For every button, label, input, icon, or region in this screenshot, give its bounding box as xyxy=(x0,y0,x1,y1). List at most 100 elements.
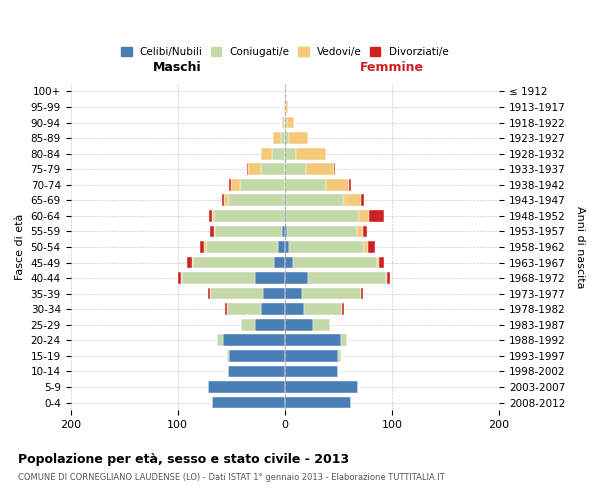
Bar xyxy=(240,179,285,190)
Bar xyxy=(208,381,285,393)
Bar xyxy=(285,288,302,300)
Legend: Celibi/Nubili, Coniugati/e, Vedovi/e, Divorziati/e: Celibi/Nubili, Coniugati/e, Vedovi/e, Di… xyxy=(117,43,452,62)
Bar xyxy=(379,256,385,268)
Bar xyxy=(263,288,285,300)
Bar xyxy=(255,272,285,284)
Bar xyxy=(361,288,363,300)
Bar xyxy=(308,272,386,284)
Bar xyxy=(191,256,193,268)
Bar xyxy=(229,179,231,190)
Bar xyxy=(285,226,287,237)
Bar xyxy=(284,116,285,128)
Bar xyxy=(285,164,306,175)
Bar xyxy=(261,148,272,160)
Bar xyxy=(356,226,363,237)
Bar xyxy=(205,241,206,253)
Bar xyxy=(215,226,281,237)
Bar xyxy=(227,304,261,315)
Y-axis label: Anni di nascita: Anni di nascita xyxy=(575,206,585,288)
Bar xyxy=(208,288,210,300)
Bar xyxy=(228,194,284,206)
Bar xyxy=(296,148,326,160)
Bar xyxy=(370,210,385,222)
Bar xyxy=(349,179,351,190)
Bar xyxy=(227,350,229,362)
Bar xyxy=(289,132,308,144)
Bar xyxy=(214,210,284,222)
Bar xyxy=(285,210,286,222)
Bar xyxy=(217,334,223,346)
Bar xyxy=(281,226,285,237)
Bar xyxy=(212,396,285,408)
Bar xyxy=(359,210,370,222)
Text: Maschi: Maschi xyxy=(154,60,202,74)
Text: COMUNE DI CORNEGLIANO LAUDENSE (LO) - Dati ISTAT 1° gennaio 2013 - Elaborazione : COMUNE DI CORNEGLIANO LAUDENSE (LO) - Da… xyxy=(18,472,445,482)
Bar xyxy=(289,241,364,253)
Bar xyxy=(285,256,293,268)
Bar xyxy=(285,350,338,362)
Bar xyxy=(187,256,191,268)
Bar xyxy=(212,210,214,222)
Bar xyxy=(284,101,285,113)
Bar xyxy=(210,288,263,300)
Bar xyxy=(334,164,335,175)
Bar xyxy=(255,319,285,330)
Bar xyxy=(326,179,349,190)
Bar xyxy=(285,272,308,284)
Bar xyxy=(304,304,341,315)
Bar xyxy=(272,148,285,160)
Text: Popolazione per età, sesso e stato civile - 2013: Popolazione per età, sesso e stato civil… xyxy=(18,452,349,466)
Bar xyxy=(313,319,330,330)
Bar xyxy=(273,132,281,144)
Text: Femmine: Femmine xyxy=(360,60,424,74)
Bar xyxy=(206,241,278,253)
Bar xyxy=(284,210,285,222)
Bar xyxy=(285,366,338,377)
Bar xyxy=(363,226,367,237)
Bar xyxy=(225,304,227,315)
Bar xyxy=(287,226,356,237)
Bar xyxy=(228,366,285,377)
Bar xyxy=(200,241,205,253)
Bar xyxy=(284,194,285,206)
Bar xyxy=(285,319,313,330)
Bar xyxy=(214,226,215,237)
Bar xyxy=(229,350,285,362)
Bar xyxy=(386,272,390,284)
Y-axis label: Fasce di età: Fasce di età xyxy=(15,214,25,280)
Bar xyxy=(286,194,344,206)
Bar xyxy=(285,101,286,113)
Bar xyxy=(286,210,359,222)
Bar xyxy=(306,164,334,175)
Bar xyxy=(261,304,285,315)
Bar xyxy=(293,256,377,268)
Bar xyxy=(285,86,286,98)
Bar xyxy=(285,334,341,346)
Bar xyxy=(285,148,296,160)
Bar xyxy=(285,304,304,315)
Bar xyxy=(261,164,285,175)
Bar xyxy=(221,194,224,206)
Bar xyxy=(209,210,212,222)
Bar xyxy=(181,272,182,284)
Bar xyxy=(368,241,375,253)
Bar xyxy=(281,116,284,128)
Bar xyxy=(247,164,248,175)
Bar xyxy=(338,350,341,362)
Bar xyxy=(182,272,255,284)
Bar xyxy=(178,272,181,284)
Bar xyxy=(278,241,285,253)
Bar xyxy=(286,101,288,113)
Bar xyxy=(361,194,364,206)
Bar xyxy=(341,334,347,346)
Bar xyxy=(377,256,379,268)
Bar xyxy=(248,164,261,175)
Bar xyxy=(344,194,361,206)
Bar xyxy=(302,288,361,300)
Bar xyxy=(285,132,289,144)
Bar xyxy=(285,241,289,253)
Bar xyxy=(287,116,295,128)
Bar xyxy=(285,179,326,190)
Bar xyxy=(210,226,214,237)
Bar xyxy=(285,194,286,206)
